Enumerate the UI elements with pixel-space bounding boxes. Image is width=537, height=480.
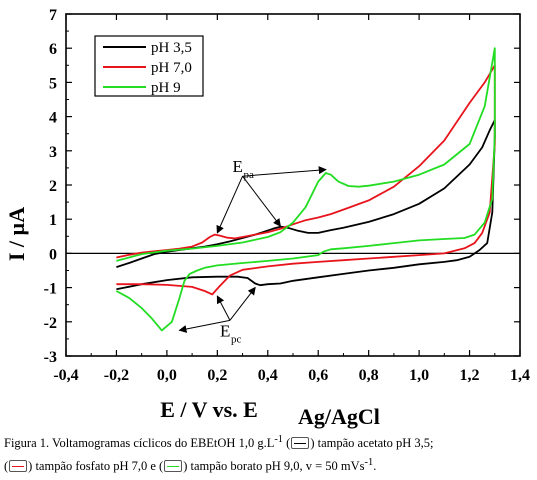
x-tick-label: 0,6 (308, 367, 328, 384)
caption-text-2c: ) tampão borato pH 9,0, v = 50 mVs (183, 459, 365, 474)
annotation-arrow-0-2 (242, 166, 327, 177)
annotation-arrow-1-2 (229, 286, 256, 321)
y-tick-label: -2 (44, 315, 57, 332)
x-tick-label: 0,8 (359, 367, 379, 384)
x-axis-title: E / V vs. E (160, 397, 258, 422)
caption-superscript-1: -1 (274, 434, 284, 445)
caption-text-2a: ( (4, 459, 9, 474)
caption-superscript-2: -1 (364, 457, 374, 469)
annotation-subscript-0: pa (244, 169, 255, 181)
caption-text-1c: ) tampão acetato pH 3,5; (310, 436, 434, 451)
x-tick-label: 0,4 (258, 367, 278, 384)
legend-label-series-1: pH 7,0 (151, 60, 192, 76)
figure-caption: Figura 1. Voltamogramas cíclicos do EBEt… (4, 430, 534, 476)
y-tick-label: 7 (49, 7, 57, 24)
series-lines (115, 47, 496, 332)
y-tick-label: 1 (49, 212, 57, 229)
y-tick-label: -3 (44, 349, 57, 366)
x-axis-title-subscript: Ag/AgCl (298, 404, 380, 429)
y-tick-label: 5 (49, 75, 57, 92)
caption-text-2b: ) tampão fosfato pH 7,0 e ( (28, 459, 164, 474)
annotation-subscript-1: pc (231, 333, 242, 345)
annotation-label-1: E (220, 321, 230, 340)
annotation-arrow-0-1 (242, 175, 281, 227)
legend: pH 3,5 pH 7,0 pH 9 (94, 35, 204, 97)
y-axis-title: I / µA (4, 207, 29, 261)
caption-symbol-green (164, 460, 183, 473)
y-tick-label: -1 (44, 281, 57, 298)
caption-symbol-black (291, 437, 310, 450)
y-tick-label: 4 (49, 110, 57, 127)
x-tick-label: 0,0 (157, 367, 177, 384)
series-line-0 (116, 119, 496, 291)
annotation-arrow-1-0 (178, 319, 231, 333)
caption-line-1: Figura 1. Voltamogramas cíclicos do EBEt… (4, 430, 534, 453)
x-tick-label: -0,4 (53, 367, 78, 384)
x-tick-label: 1,2 (460, 367, 480, 384)
y-tick-label: 0 (49, 246, 57, 263)
caption-line-2: ( ) tampão fosfato pH 7,0 e ( ) tampão bor… (4, 453, 534, 476)
x-tick-label: 1,4 (510, 367, 530, 384)
chart-svg: -0,4 -0,2 0,0 0,2 0,4 0,6 0,8 1,0 1,2 1,4 -3 -2 -1 0… (4, 7, 530, 429)
caption-symbol-red (9, 460, 28, 473)
series-line-1 (116, 64, 496, 296)
x-tick-label: 1,0 (409, 367, 429, 384)
y-tick-label: 6 (49, 41, 57, 58)
annotation-arrow-1-1 (216, 295, 231, 321)
caption-text-2d: . (373, 459, 377, 474)
x-tick-label: -0,2 (104, 367, 129, 384)
y-tick-label: 2 (49, 178, 57, 195)
x-tick-label: 0,2 (207, 367, 227, 384)
caption-text-1a: Figura 1. Voltamogramas cíclicos do EBEt… (4, 436, 275, 451)
legend-label-series-2: pH 9 (151, 80, 181, 96)
y-axis: -3 -2 -1 0 1 2 3 4 5 6 7 (44, 7, 520, 366)
caption-text-1b: ( (283, 436, 291, 451)
series-line-2 (115, 47, 496, 332)
annotation-label-0: E (233, 157, 243, 176)
annotation-arrow-0-0 (216, 175, 244, 234)
legend-label-series-0: pH 3,5 (151, 40, 192, 56)
y-tick-label: 3 (49, 144, 57, 161)
x-axis: -0,4 -0,2 0,0 0,2 0,4 0,6 0,8 1,0 1,2 1,4 (53, 14, 530, 384)
